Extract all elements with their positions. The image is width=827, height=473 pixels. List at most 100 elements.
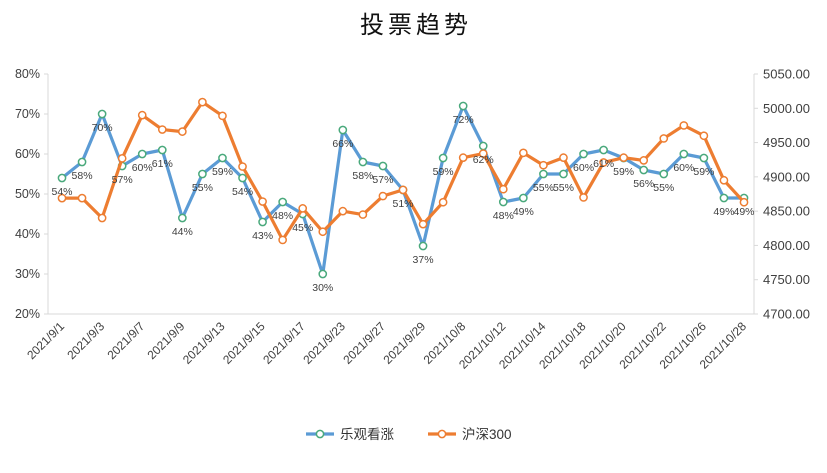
- data-label: 60%: [673, 162, 694, 174]
- data-point-marker: [458, 101, 468, 111]
- right-axis-tick-label: 5000.00: [763, 101, 810, 116]
- data-label: 72%: [453, 114, 474, 126]
- data-point-marker: [719, 193, 729, 203]
- x-axis-label: 2021/9/7: [104, 319, 147, 362]
- data-point-marker: [699, 131, 709, 141]
- data-point-marker: [418, 241, 428, 251]
- data-point-marker: [579, 193, 588, 202]
- data-point-marker: [599, 145, 608, 155]
- data-label: 37%: [413, 254, 434, 266]
- data-point-marker: [218, 111, 227, 121]
- data-point-marker: [458, 153, 468, 163]
- data-point-marker: [278, 197, 287, 207]
- data-label: 62%: [473, 154, 494, 166]
- data-point-marker: [57, 193, 67, 203]
- data-point-marker: [198, 97, 207, 107]
- data-point-marker: [238, 162, 247, 171]
- data-label: 49%: [513, 206, 534, 218]
- data-point-marker: [378, 191, 388, 201]
- data-point-marker: [97, 213, 107, 223]
- data-point-marker: [318, 269, 328, 279]
- x-axis-label: 2021/9/1: [24, 319, 67, 362]
- left-axis-tick-label: 80%: [15, 67, 40, 81]
- data-point-marker: [679, 149, 689, 159]
- left-axis-tick-label: 40%: [15, 227, 40, 241]
- data-label: 54%: [51, 186, 72, 198]
- data-point-marker: [478, 149, 488, 158]
- data-label: 61%: [593, 158, 614, 170]
- data-point-marker: [117, 153, 127, 163]
- data-point-marker: [97, 109, 107, 119]
- x-axis-label: 2021/9/23: [300, 319, 348, 367]
- x-axis-label: 2021/9/3: [64, 319, 107, 362]
- data-label: 49%: [733, 206, 754, 218]
- x-axis-label: 2021/9/13: [180, 319, 228, 367]
- data-label: 30%: [312, 282, 333, 294]
- data-point-marker: [378, 161, 388, 171]
- data-point-marker: [137, 110, 147, 120]
- data-point-marker: [519, 193, 528, 203]
- data-point-marker: [659, 134, 669, 143]
- data-point-marker: [619, 153, 628, 163]
- left-axis-tick-label: 50%: [15, 187, 40, 201]
- data-point-marker: [639, 156, 649, 165]
- right-axis-tick-label: 4900.00: [763, 169, 810, 184]
- legend-item-hs300[interactable]: 沪深300: [428, 427, 512, 442]
- data-label: 58%: [72, 170, 93, 182]
- data-label: 66%: [332, 138, 353, 150]
- data-point-marker: [238, 173, 247, 183]
- data-label: 55%: [653, 182, 674, 194]
- legend-swatch-dot-1: [437, 429, 447, 439]
- data-point-marker: [438, 197, 448, 207]
- data-point-marker: [599, 158, 608, 167]
- data-point-marker: [258, 217, 267, 227]
- data-point-marker: [157, 145, 167, 155]
- data-label: 48%: [272, 210, 293, 222]
- legend-item-optimistic[interactable]: 乐观看涨: [306, 427, 394, 442]
- data-label: 59%: [433, 166, 454, 178]
- data-label: 49%: [713, 206, 734, 218]
- left-axis-tick-label: 20%: [15, 307, 40, 321]
- data-point-marker: [178, 127, 187, 136]
- legend-label-hs300: 沪深300: [462, 427, 512, 442]
- data-label: 55%: [553, 182, 574, 194]
- data-point-marker: [498, 184, 508, 194]
- data-label: 55%: [192, 182, 213, 194]
- data-label: 59%: [693, 166, 714, 178]
- data-point-marker: [278, 235, 287, 245]
- legend-swatch-dot-0: [315, 429, 325, 439]
- data-point-marker: [57, 173, 67, 183]
- data-point-marker: [719, 175, 729, 185]
- data-point-marker: [539, 160, 548, 170]
- data-point-marker: [438, 153, 448, 163]
- data-point-marker: [418, 219, 428, 229]
- data-label: 60%: [573, 162, 594, 174]
- data-label: 60%: [132, 162, 153, 174]
- data-label: 56%: [633, 178, 654, 190]
- right-axis-tick-label: 5050.00: [763, 67, 810, 82]
- data-point-marker: [699, 153, 709, 163]
- legend-label-optimistic: 乐观看涨: [340, 427, 394, 442]
- data-label: 51%: [392, 198, 413, 210]
- data-point-marker: [639, 165, 649, 175]
- data-point-marker: [298, 204, 308, 213]
- data-label: 59%: [212, 166, 233, 178]
- data-point-marker: [539, 169, 548, 179]
- plot-area: 80% 70% 60% 50% 40% 30% 20% 5050.00 5000.00 4950.…: [15, 67, 810, 372]
- right-axis-tick-label: 4700.00: [763, 307, 810, 322]
- data-point-marker: [318, 227, 328, 237]
- data-point-marker: [77, 193, 87, 203]
- data-label: 70%: [92, 122, 113, 134]
- data-point-marker: [498, 197, 508, 207]
- x-axis-label: 2021/9/17: [260, 319, 308, 367]
- data-label: 61%: [152, 158, 173, 170]
- data-point-marker: [659, 169, 669, 179]
- data-label: 44%: [172, 226, 193, 238]
- left-axis-tick-label: 70%: [15, 107, 40, 121]
- data-point-marker: [137, 149, 147, 159]
- data-label: 45%: [292, 222, 313, 234]
- data-point-marker: [579, 149, 588, 159]
- data-point-marker: [338, 206, 348, 216]
